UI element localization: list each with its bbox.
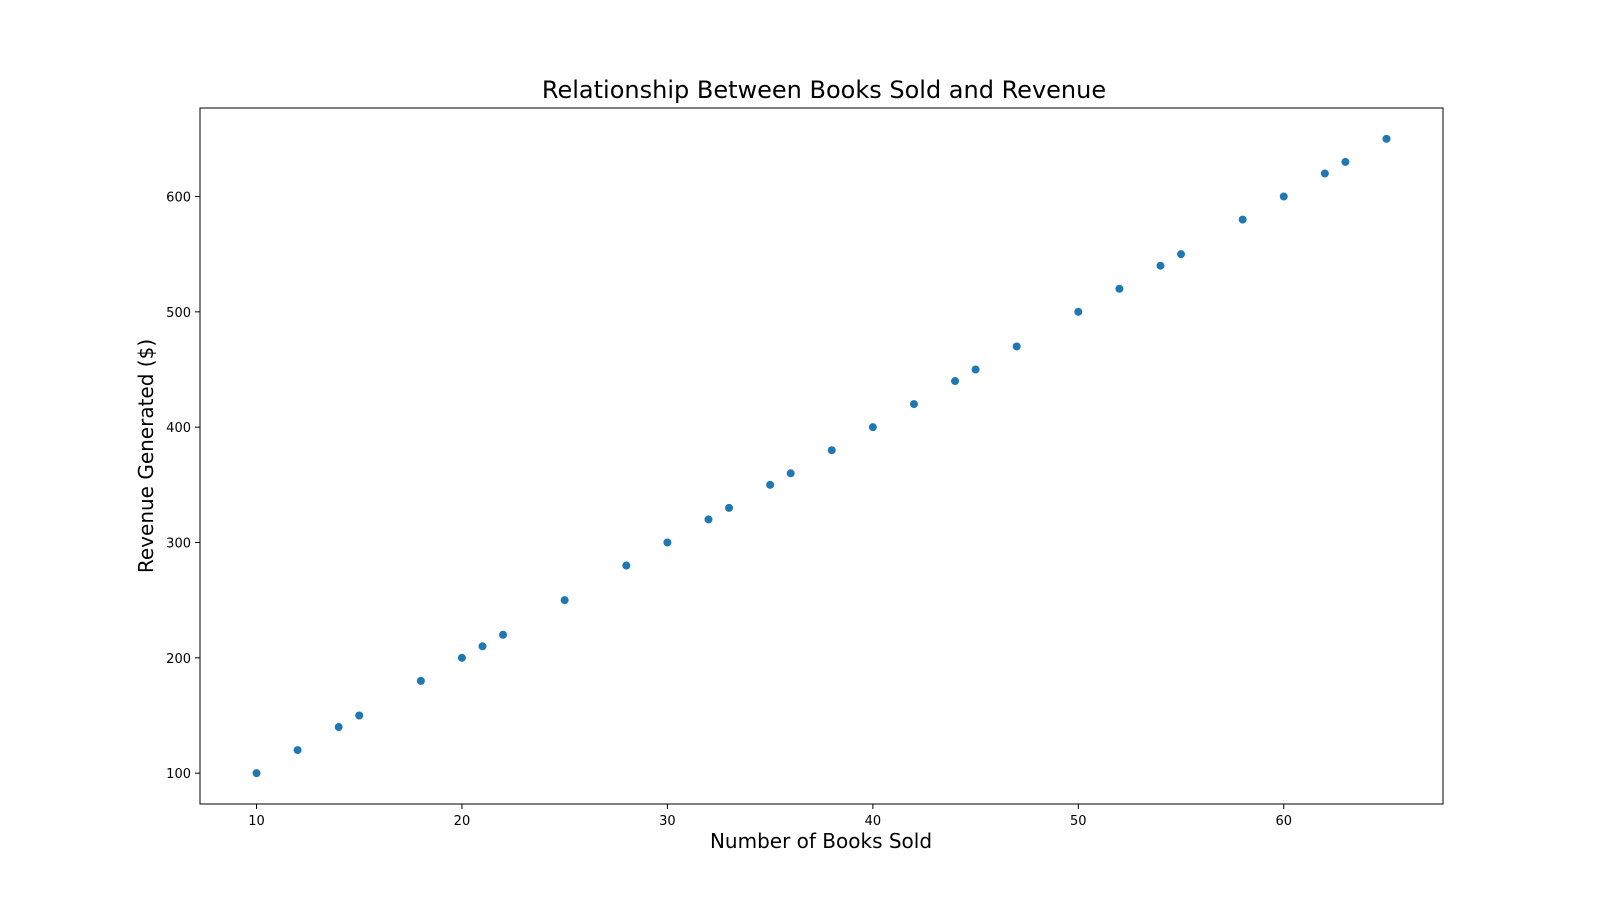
- data-point: [1012, 342, 1021, 351]
- data-point: [663, 538, 672, 547]
- x-tick-label: 60: [1275, 814, 1292, 829]
- data-point: [622, 561, 631, 570]
- data-point: [457, 653, 466, 662]
- y-axis-label: Revenue Generated ($): [134, 339, 158, 573]
- x-axis-label: Number of Books Sold: [710, 829, 932, 853]
- data-point: [293, 746, 302, 755]
- y-tick-label: 200: [166, 652, 191, 667]
- data-point: [1074, 307, 1083, 316]
- data-point: [868, 423, 877, 432]
- y-tick-label: 600: [166, 191, 191, 206]
- data-point: [355, 711, 364, 720]
- data-point: [478, 642, 487, 651]
- data-point: [1320, 169, 1329, 178]
- data-point: [1238, 215, 1247, 224]
- data-points: [252, 134, 1391, 778]
- y-tick-label: 500: [166, 306, 191, 321]
- data-point: [827, 446, 836, 455]
- data-point: [1115, 284, 1124, 293]
- data-point: [951, 377, 960, 386]
- x-tick-label: 10: [248, 814, 265, 829]
- data-point: [766, 480, 775, 489]
- x-tick-label: 50: [1070, 814, 1087, 829]
- data-point: [909, 400, 918, 409]
- data-point: [1156, 261, 1165, 270]
- y-tick-label: 300: [166, 536, 191, 551]
- data-point: [560, 596, 569, 605]
- data-point: [1341, 157, 1350, 166]
- x-tick-label: 30: [659, 814, 676, 829]
- plot-area: 10 20 30 40 50 60 100 200 300 400 500 600: [166, 107, 1444, 829]
- plot-frame: [199, 107, 1444, 805]
- x-tick-label: 40: [865, 814, 882, 829]
- data-point: [786, 469, 795, 478]
- data-point: [416, 676, 425, 685]
- chart-title: Relationship Between Books Sold and Reve…: [542, 76, 1106, 104]
- x-tick-label: 20: [454, 814, 471, 829]
- data-point: [1279, 192, 1288, 201]
- y-tick-label: 400: [166, 421, 191, 436]
- y-axis: 100 200 300 400 500 600: [166, 191, 200, 782]
- data-point: [971, 365, 980, 374]
- data-point: [704, 515, 713, 524]
- data-point: [334, 723, 343, 732]
- y-tick-label: 100: [166, 767, 191, 782]
- data-point: [1382, 134, 1391, 143]
- data-point: [252, 769, 261, 778]
- data-point: [1177, 250, 1186, 259]
- data-point: [499, 630, 508, 639]
- x-axis: 10 20 30 40 50 60: [248, 804, 1292, 829]
- data-point: [725, 503, 734, 512]
